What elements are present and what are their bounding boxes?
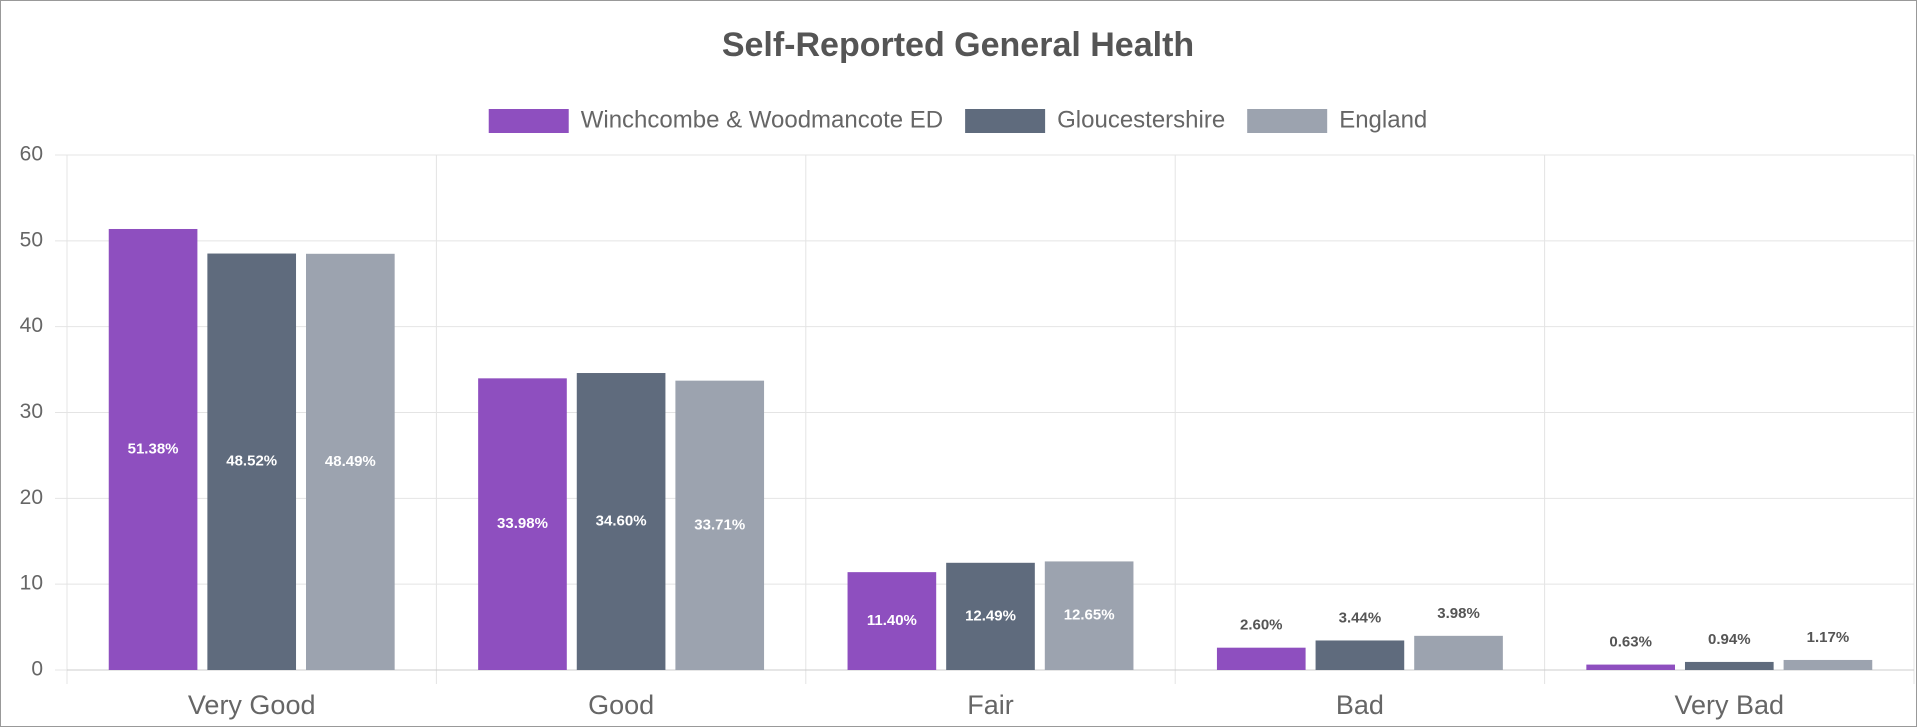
value-label: 51.38% xyxy=(128,440,179,457)
bar xyxy=(675,380,765,670)
bar xyxy=(1044,561,1134,670)
value-label: 3.44% xyxy=(1339,609,1382,626)
value-label: 48.52% xyxy=(226,453,277,470)
y-tick-label: 40 xyxy=(20,314,43,337)
bar xyxy=(946,562,1035,670)
y-tick-label: 60 xyxy=(20,143,43,166)
value-label: 12.49% xyxy=(965,607,1016,624)
chart-title: Self-Reported General Health xyxy=(722,26,1194,64)
value-label: 3.98% xyxy=(1437,605,1480,622)
bar xyxy=(847,572,937,670)
value-label: 34.60% xyxy=(596,512,647,529)
value-label: 48.49% xyxy=(325,453,376,470)
bar xyxy=(1414,635,1503,670)
bar xyxy=(108,228,198,670)
bar xyxy=(1586,664,1675,670)
y-tick-label: 20 xyxy=(20,486,43,509)
bar xyxy=(306,253,395,670)
bar xyxy=(1315,640,1405,670)
legend-swatch xyxy=(488,109,569,133)
bar xyxy=(207,253,297,670)
bar xyxy=(1783,659,1873,670)
legend-label: England xyxy=(1339,106,1427,133)
legend-swatch xyxy=(965,109,1046,133)
bar xyxy=(1216,647,1306,670)
bar xyxy=(1684,661,1774,670)
bar xyxy=(478,378,567,670)
y-tick-label: 10 xyxy=(20,572,43,595)
x-tick-label: Very Good xyxy=(188,690,316,720)
legend-label: Gloucestershire xyxy=(1057,106,1225,133)
x-tick-label: Bad xyxy=(1336,690,1384,720)
value-label: 33.71% xyxy=(694,516,745,533)
x-tick-label: Good xyxy=(588,690,654,720)
y-tick-label: 0 xyxy=(31,658,43,681)
value-label: 2.60% xyxy=(1240,617,1283,634)
value-label: 0.63% xyxy=(1609,634,1652,651)
legend-label: Winchcombe & Woodmancote ED xyxy=(581,106,943,133)
value-label: 11.40% xyxy=(867,612,917,629)
value-label: 1.17% xyxy=(1807,629,1850,646)
value-label: 33.98% xyxy=(497,515,548,532)
value-label: 12.65% xyxy=(1064,607,1115,624)
legend-swatch xyxy=(1247,109,1328,133)
y-tick-label: 30 xyxy=(20,400,43,423)
value-label: 0.94% xyxy=(1708,631,1751,648)
y-tick-label: 50 xyxy=(20,228,43,251)
x-tick-label: Very Bad xyxy=(1675,690,1785,720)
x-tick-label: Fair xyxy=(967,690,1014,720)
bar xyxy=(576,373,666,670)
legend: Winchcombe & Woodmancote ED Gloucestershi… xyxy=(488,106,1427,133)
